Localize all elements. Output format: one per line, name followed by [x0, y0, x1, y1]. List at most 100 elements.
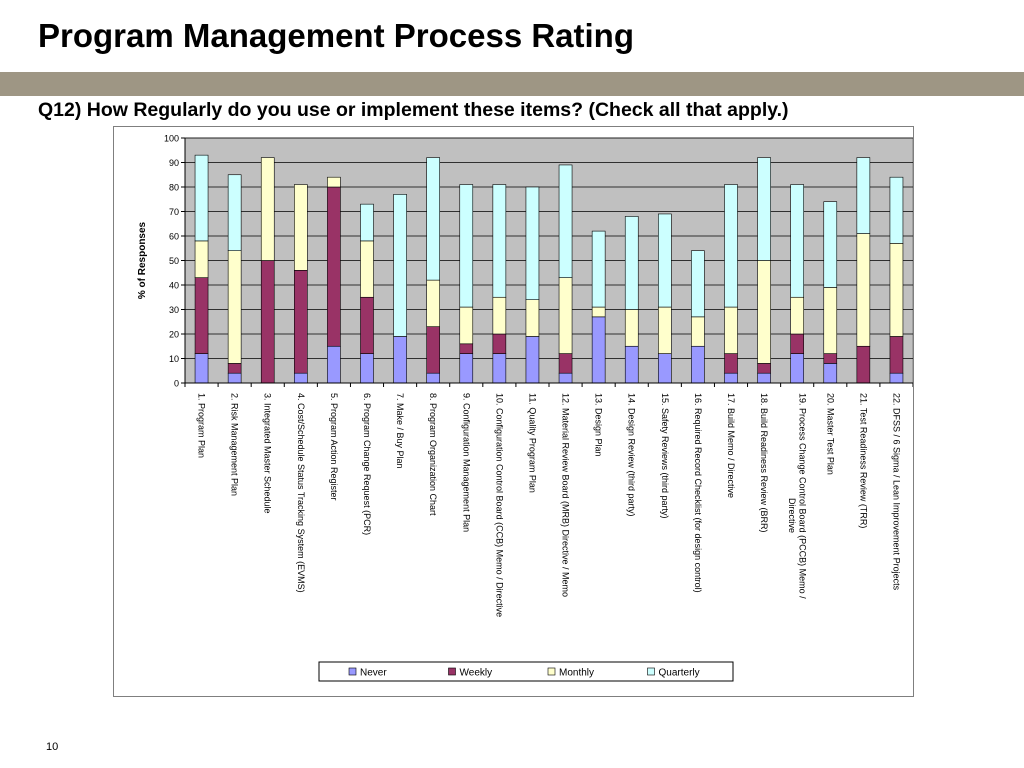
bar-segment-quarterly: [558, 164, 573, 278]
bar-segment-never: [790, 353, 804, 384]
bar-segment-quarterly: [889, 176, 904, 244]
bar-segment-never: [294, 372, 308, 384]
x-tick-label-line: 5. Program Action Register: [329, 393, 339, 501]
bar-segment-monthly: [724, 306, 738, 354]
bar-segment-weekly: [294, 270, 308, 374]
bar-segment-never: [823, 363, 838, 384]
bar-segment-never: [360, 353, 374, 384]
bar-segment-weekly: [459, 343, 474, 354]
bar-segment-never: [525, 336, 540, 384]
bar-segment-weekly: [856, 345, 871, 384]
x-tick-label-line: 6. Program Change Request (PCR): [362, 393, 372, 535]
x-tick-label: 11. Quality Program Plan: [527, 393, 537, 493]
bar-segment-quarterly: [591, 230, 606, 308]
bar-segment-monthly: [525, 299, 540, 337]
bar-segment-quarterly: [790, 184, 804, 298]
y-tick-label: 70: [169, 207, 179, 217]
x-tick-label: 14. Design Review (third party): [627, 393, 637, 517]
bar-segment-quarterly: [691, 250, 705, 318]
bar-segment-never: [459, 353, 474, 384]
x-tick-label: 5. Program Action Register: [329, 393, 339, 501]
legend-label-weekly: Weekly: [460, 668, 493, 679]
x-tick-label: 9. Configuration Management Plan: [461, 393, 471, 532]
x-tick-label-line: 10. Configuration Control Board (CCB) Me…: [494, 393, 504, 617]
x-tick-label-line: 22. DFSS / 6 Sigma / Lean Improvement Pr…: [891, 393, 901, 591]
x-tick-label-line: 20. Master Test Plan: [825, 393, 835, 475]
x-tick-label: 10. Configuration Control Board (CCB) Me…: [494, 393, 504, 617]
bar-segment-monthly: [856, 233, 871, 347]
bar-segment-never: [624, 345, 639, 384]
x-tick-label-line: 15. Safety Reviews (third party): [660, 393, 670, 519]
x-tick-label: 8. Program Organization Chart: [428, 393, 438, 516]
bar-segment-weekly: [889, 336, 904, 374]
bar-segment-weekly: [260, 260, 275, 384]
bar-segment-monthly: [757, 260, 771, 364]
bar-segment-monthly: [294, 184, 308, 271]
x-tick-label: 2. Risk Management Plan: [230, 393, 240, 496]
chart-frame: 0 10 20 30 40 50 60 70 80 90 100 % of Responses 1.…: [113, 126, 914, 697]
x-tick-label: 13. Design Plan: [594, 393, 604, 457]
bar-segment-never: [426, 372, 440, 384]
x-tick-label: 15. Safety Reviews (third party): [660, 393, 670, 519]
legend-label-never: Never: [360, 668, 387, 679]
bar-segment-never: [492, 353, 507, 384]
legend-label-quarterly: Quarterly: [659, 668, 700, 679]
x-tick-label-line: 21. Test Readiness Review (TRR): [858, 393, 868, 528]
x-tick-label-line: 1. Program Plan: [197, 393, 207, 458]
bar-segment-quarterly: [724, 184, 738, 308]
x-tick-label-line: 4. Cost/Schedule Status Tracking System …: [296, 393, 306, 593]
bar-segment-quarterly: [360, 203, 374, 242]
bar-segment-monthly: [492, 296, 507, 335]
bar-segment-never: [393, 336, 407, 384]
x-tick-label: 12. Material Review Board (MRB) Directiv…: [561, 393, 571, 597]
x-tick-label: 17. Build Memo / Directive: [726, 393, 736, 498]
x-tick-label: 1. Program Plan: [197, 393, 207, 458]
bar-segment-weekly: [426, 326, 440, 374]
bar-segment-never: [691, 345, 705, 384]
bar-segment-quarterly: [194, 154, 209, 242]
bar-segment-quarterly: [658, 213, 672, 308]
x-tick-label: 18. Build Readiness Review (BRR): [759, 393, 769, 533]
bar-segment-quarterly: [459, 184, 474, 308]
bar-segment-monthly: [360, 240, 374, 298]
bar-segment-quarterly: [823, 201, 838, 288]
bar-segment-quarterly: [856, 157, 871, 234]
bar-segment-never: [889, 372, 904, 384]
x-tick-label-line: 9. Configuration Management Plan: [461, 393, 471, 532]
bar-segment-never: [724, 372, 738, 384]
x-tick-label: 20. Master Test Plan: [825, 393, 835, 475]
slide-title: Program Management Process Rating: [38, 17, 634, 54]
bar-segment-never: [658, 353, 672, 384]
bar-segment-never: [227, 372, 242, 384]
bar-segment-monthly: [823, 287, 838, 354]
bar-segment-quarterly: [757, 157, 771, 261]
x-tick-label: 21. Test Readiness Review (TRR): [858, 393, 868, 528]
bar-segment-quarterly: [525, 186, 540, 300]
x-tick-label-line: 8. Program Organization Chart: [428, 393, 438, 516]
bars: [194, 154, 904, 384]
x-tick-label: 22. DFSS / 6 Sigma / Lean Improvement Pr…: [891, 393, 901, 591]
bar-segment-never: [757, 372, 771, 384]
bar-segment-monthly: [691, 316, 705, 347]
bar-segment-never: [327, 345, 341, 384]
legend-swatch-never: [348, 667, 357, 676]
x-tick-label-line: 11. Quality Program Plan: [527, 393, 537, 493]
x-tick-label-line: 17. Build Memo / Directive: [726, 393, 736, 498]
legend-label-monthly: Monthly: [559, 668, 594, 679]
bar-segment-weekly: [194, 277, 209, 354]
bar-segment-monthly: [658, 306, 672, 354]
bar-segment-quarterly: [426, 157, 440, 281]
y-tick-label: 0: [174, 379, 179, 389]
legend: Never Weekly Monthly Quarterly: [318, 661, 734, 682]
x-tick-label-line: 3. Integrated Master Schedule: [263, 393, 273, 514]
legend-swatch-quarterly: [647, 667, 655, 676]
bar-segment-quarterly: [624, 216, 639, 310]
x-tick-label: 3. Integrated Master Schedule: [263, 393, 273, 514]
bar-segment-monthly: [790, 296, 804, 335]
bar-segment-quarterly: [227, 174, 242, 251]
bar-segment-monthly: [459, 306, 474, 345]
legend-swatch-weekly: [448, 667, 456, 676]
y-tick-label: 90: [169, 158, 179, 168]
bar-segment-weekly: [227, 363, 242, 374]
x-tick-label: 19. Process Change Control Board (PCCB) …: [787, 393, 808, 599]
